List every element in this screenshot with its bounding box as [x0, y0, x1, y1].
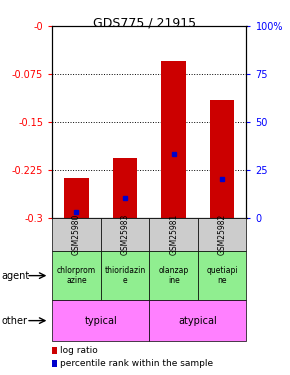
Text: atypical: atypical	[179, 316, 217, 326]
Text: thioridazin
e: thioridazin e	[104, 266, 146, 285]
Text: GSM25982: GSM25982	[218, 214, 227, 255]
Text: other: other	[1, 316, 28, 326]
Text: log ratio: log ratio	[60, 346, 98, 355]
Text: olanzap
ine: olanzap ine	[159, 266, 189, 285]
Text: percentile rank within the sample: percentile rank within the sample	[60, 359, 213, 368]
Text: GSM25981: GSM25981	[169, 214, 178, 255]
Text: GDS775 / 21915: GDS775 / 21915	[93, 17, 197, 30]
Text: agent: agent	[1, 271, 30, 280]
Bar	[210, 100, 234, 218]
Bar	[162, 61, 186, 217]
Bar	[113, 158, 137, 218]
Text: GSM25980: GSM25980	[72, 214, 81, 255]
Text: quetiapi
ne: quetiapi ne	[206, 266, 238, 285]
Text: typical: typical	[84, 316, 117, 326]
Text: chlorprom
azine: chlorprom azine	[57, 266, 96, 285]
Bar	[64, 178, 89, 218]
Text: GSM25983: GSM25983	[121, 214, 130, 255]
